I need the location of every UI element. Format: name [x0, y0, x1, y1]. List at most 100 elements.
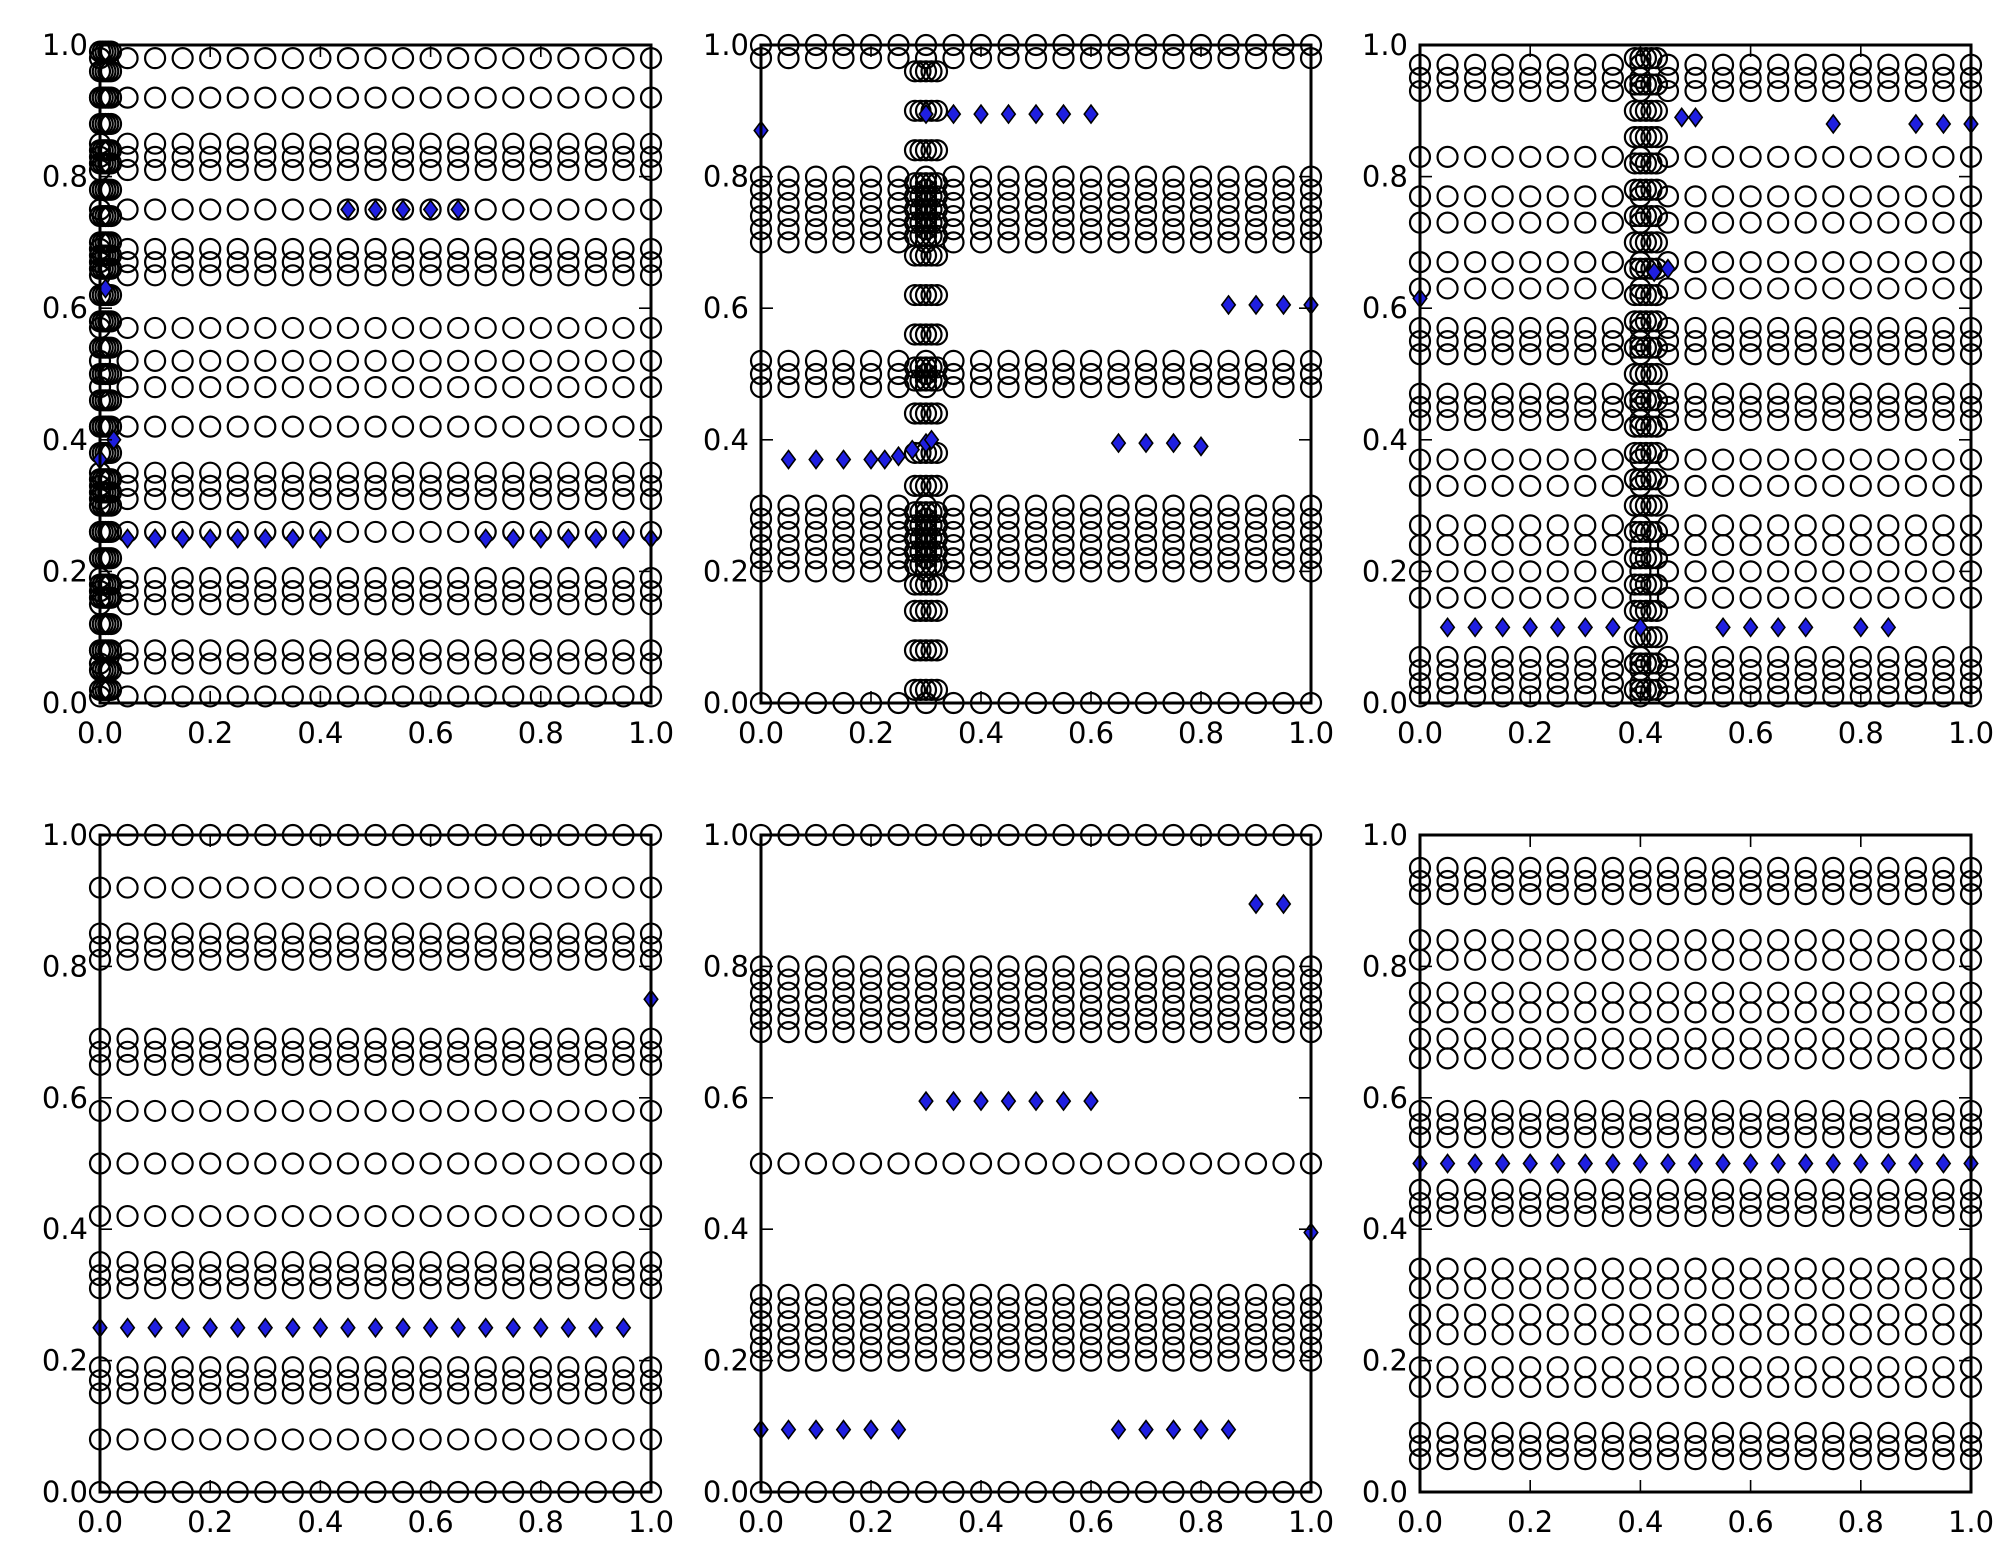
circle-point	[1436, 1027, 1459, 1050]
circle-point	[281, 47, 304, 70]
circle-point	[1629, 1027, 1652, 1050]
circle-point	[1052, 178, 1075, 201]
circle-point	[1629, 869, 1652, 893]
circle-point	[254, 461, 277, 484]
circle-point	[364, 251, 387, 274]
circle-point	[1436, 53, 1459, 76]
circle-point	[1217, 1336, 1240, 1359]
circle-point	[144, 876, 167, 899]
diamond-point	[1138, 432, 1154, 454]
circle-point	[1079, 1323, 1103, 1346]
circle-point	[1684, 408, 1707, 432]
circle-point	[1822, 1356, 1845, 1379]
circle-point	[804, 1323, 828, 1346]
circle-point	[1134, 981, 1158, 1004]
x-tick-label: 1.0	[628, 1505, 674, 1539]
circle-point	[557, 1264, 580, 1287]
circle-point	[997, 1283, 1020, 1307]
circle-point	[336, 349, 360, 372]
circle-point	[419, 1204, 442, 1228]
circle-point	[997, 47, 1020, 70]
circle-point	[391, 639, 415, 662]
circle-point	[1217, 507, 1240, 530]
circle-point	[1107, 1007, 1130, 1031]
circle-point	[1767, 1257, 1790, 1280]
circle-point	[804, 507, 828, 530]
circle-point	[1546, 981, 1569, 1004]
circle-point	[309, 1369, 332, 1392]
diamond-point	[395, 199, 411, 220]
circle-point	[969, 547, 993, 570]
circle-point	[942, 1310, 965, 1333]
circle-point	[1519, 395, 1542, 418]
circle-point	[419, 487, 442, 511]
circle-point	[1822, 145, 1845, 168]
circle-point	[887, 955, 910, 978]
circle-point	[1877, 251, 1900, 274]
circle-point	[1272, 494, 1295, 517]
circle-point	[1656, 560, 1680, 583]
circle-point	[1656, 1204, 1680, 1228]
circle-point	[391, 487, 415, 511]
circle-point	[502, 1382, 525, 1405]
circle-point	[1932, 53, 1955, 76]
circle-point	[1601, 145, 1624, 168]
x-tick-label: 0.6	[1068, 716, 1114, 750]
circle-point	[1162, 994, 1185, 1017]
circle-point	[1107, 376, 1130, 399]
circle-point	[1574, 343, 1597, 366]
circle-point	[969, 1296, 993, 1320]
circle-point	[914, 198, 938, 221]
circle-point	[1629, 99, 1652, 122]
circle-point	[1491, 883, 1514, 906]
circle-point	[1684, 66, 1707, 90]
circle-point	[391, 652, 415, 675]
circle-point	[144, 1040, 167, 1063]
circle-point	[171, 1264, 194, 1287]
circle-point	[1656, 981, 1680, 1004]
circle-point	[419, 1369, 442, 1392]
circle-point	[1656, 1178, 1680, 1201]
circle-point	[1623, 178, 1646, 201]
circle-point	[474, 474, 497, 497]
circle-point	[1711, 672, 1735, 695]
circle-point	[1629, 929, 1652, 952]
circle-point	[254, 132, 277, 155]
y-tick-label: 0.2	[1362, 1344, 1408, 1378]
circle-point	[1519, 448, 1542, 471]
circle-point	[887, 1152, 910, 1175]
circle-point	[1629, 981, 1652, 1004]
circle-point	[1601, 586, 1624, 609]
circle-point	[942, 1020, 965, 1044]
circle-point	[1794, 343, 1817, 366]
circle-point	[171, 198, 194, 221]
circle-point	[474, 132, 497, 155]
circle-point	[281, 237, 304, 261]
diamond-point	[1853, 1153, 1869, 1174]
circle-point	[144, 415, 167, 438]
circle-point	[447, 639, 470, 662]
circle-point	[1272, 47, 1295, 70]
diamond-point	[1439, 616, 1456, 638]
circle-point	[1436, 658, 1459, 682]
circle-point	[1107, 494, 1130, 517]
circle-point	[144, 922, 167, 945]
circle-point	[777, 560, 800, 583]
circle-point	[1052, 191, 1075, 215]
circle-point	[171, 86, 194, 109]
circle-point	[1822, 1421, 1845, 1444]
circle-point	[903, 639, 927, 662]
circle-point	[1024, 1020, 1048, 1044]
circle-point	[171, 316, 194, 340]
circle-point	[1629, 362, 1652, 386]
diamond-point	[1275, 294, 1292, 316]
diamond-point	[422, 199, 439, 220]
circle-point	[1849, 1112, 1872, 1136]
circle-point	[1052, 968, 1075, 991]
diamond-point	[1494, 1153, 1511, 1174]
circle-point	[226, 1053, 249, 1077]
circle-point	[859, 994, 883, 1017]
circle-point	[1052, 1349, 1075, 1372]
circle-point	[1134, 204, 1158, 228]
circle-point	[859, 507, 883, 530]
